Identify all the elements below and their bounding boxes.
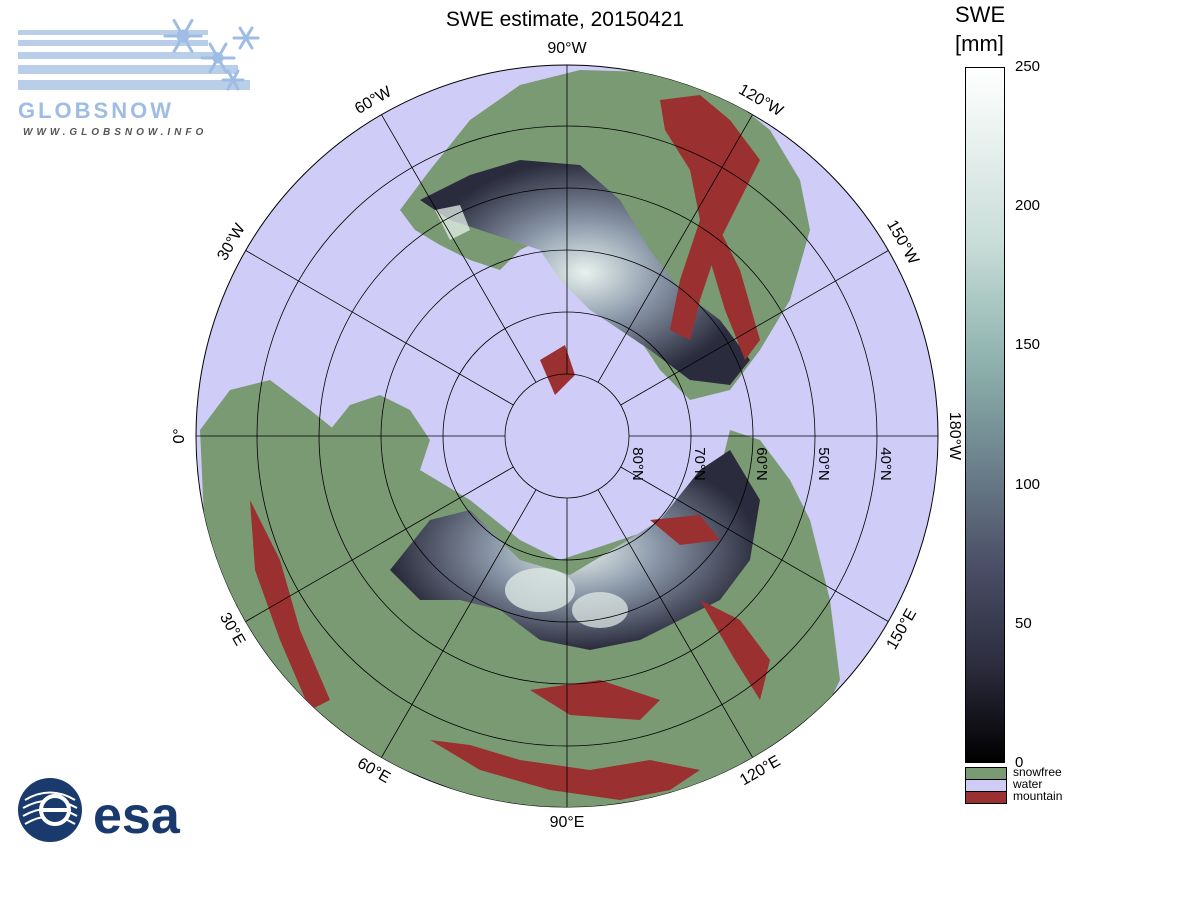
meridian-line [381, 114, 537, 383]
esa-emblem-icon [18, 778, 82, 842]
meridian-line [597, 114, 753, 383]
meridian-line [381, 489, 537, 758]
parallel-label: 80°N [629, 447, 646, 481]
logo-stripes [18, 30, 250, 90]
meridian-line [620, 250, 889, 406]
meridian-label: 0° [171, 428, 188, 443]
snowfree-label: snowfree [1013, 765, 1062, 779]
meridian-label: 90°E [550, 814, 585, 831]
colorbar-tick-label: 200 [1015, 197, 1041, 215]
colorbar-tick-label: 0 [1015, 754, 1024, 771]
meridian-line [245, 250, 514, 406]
mountain-label: mountain [1013, 789, 1063, 803]
graticule [196, 65, 938, 807]
land-layer [200, 70, 840, 807]
parallel-label: 40°N [877, 447, 894, 481]
mountain-swatch [965, 791, 1007, 804]
esa-wordmark: esa [93, 787, 181, 845]
parallel-label: 60°N [753, 447, 770, 481]
map-title: SWE estimate, 20150421 [445, 8, 685, 31]
colorbar-tick-label: 50 [1015, 614, 1032, 632]
meridian-line [620, 466, 889, 622]
meridian-label: 90°W [547, 40, 587, 57]
mountain-areas [250, 95, 770, 800]
na-snow [420, 160, 750, 385]
colorbar-title: SWE [mm] [955, 0, 1005, 58]
eurasia-snow [390, 450, 760, 650]
greenland-land [325, 395, 430, 495]
globsnow-wordmark: GLOBSNOW [18, 98, 174, 123]
globsnow-logo: GLOBSNOW WWW.GLOBSNOW.INFO [18, 8, 268, 138]
eurasia-snow-peak [505, 568, 575, 612]
globsnow-url: WWW.GLOBSNOW.INFO [23, 127, 207, 138]
meridian-label: 180°W [946, 412, 963, 461]
eurasia-snow-peak-2 [572, 592, 628, 628]
colorbar-tick-label: 100 [1015, 475, 1041, 493]
meridian-line [597, 489, 753, 758]
colorbar-title-line1: SWE [955, 2, 1006, 27]
colorbar-tick-label: 250 [1015, 58, 1041, 75]
parallel-label: 70°N [691, 447, 708, 481]
water-label: water [1013, 777, 1043, 791]
colorbar-title-line2: [mm] [955, 31, 1004, 56]
snowflake-icon [163, 18, 260, 91]
parallel-label: 50°N [815, 447, 832, 481]
meridian-line [245, 466, 514, 622]
na-snow-bright [435, 205, 470, 240]
swe-colorbar [965, 67, 1005, 763]
colorbar-tick-label: 150 [1015, 336, 1041, 354]
esa-logo: esa [15, 775, 225, 845]
